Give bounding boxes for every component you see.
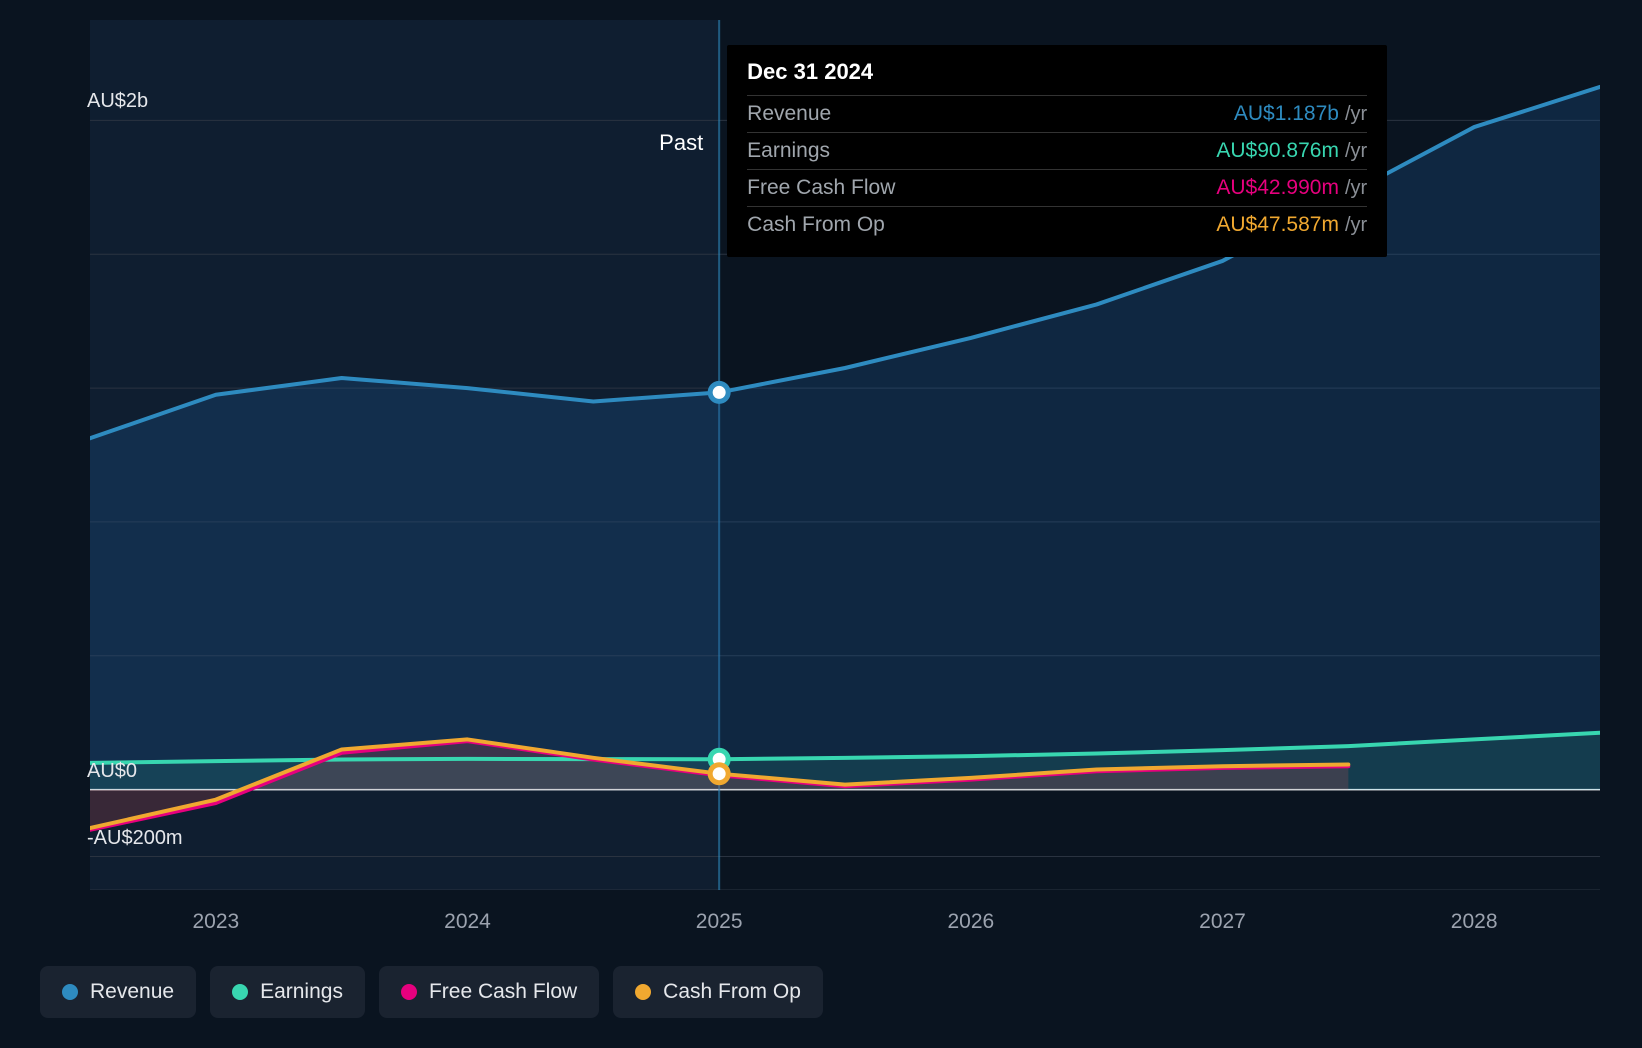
- tooltip-row-label: Revenue: [747, 102, 831, 126]
- tooltip-row-value: AU$47.587m: [1216, 213, 1339, 237]
- tooltip-row: Free Cash Flow AU$42.990m/yr: [747, 169, 1367, 206]
- legend-label: Revenue: [90, 980, 174, 1004]
- x-axis-label: 2025: [696, 910, 743, 934]
- x-axis-label: 2026: [947, 910, 994, 934]
- chart-legend: Revenue Earnings Free Cash Flow Cash From O…: [40, 966, 823, 1018]
- x-axis-label: 2028: [1451, 910, 1498, 934]
- tooltip-title: Dec 31 2024: [747, 59, 1367, 95]
- tooltip-row-unit: /yr: [1345, 214, 1367, 237]
- tooltip-row-unit: /yr: [1345, 103, 1367, 126]
- x-axis-label: 2023: [192, 910, 239, 934]
- tooltip-row-label: Cash From Op: [747, 213, 885, 237]
- legend-item-earnings[interactable]: Earnings: [210, 966, 365, 1018]
- tooltip-row-unit: /yr: [1345, 140, 1367, 163]
- y-axis-label: AU$0: [87, 760, 137, 783]
- legend-dot-icon: [635, 984, 651, 1000]
- legend-label: Free Cash Flow: [429, 980, 577, 1004]
- legend-dot-icon: [401, 984, 417, 1000]
- tooltip-row: Cash From Op AU$47.587m/yr: [747, 206, 1367, 243]
- tooltip-row-value: AU$42.990m: [1216, 176, 1339, 200]
- tooltip-row: Revenue AU$1.187b/yr: [747, 95, 1367, 132]
- legend-item-cfo[interactable]: Cash From Op: [613, 966, 823, 1018]
- legend-label: Earnings: [260, 980, 343, 1004]
- legend-dot-icon: [232, 984, 248, 1000]
- legend-label: Cash From Op: [663, 980, 801, 1004]
- past-region-label: Past: [659, 130, 703, 156]
- legend-item-fcf[interactable]: Free Cash Flow: [379, 966, 599, 1018]
- tooltip-row-unit: /yr: [1345, 177, 1367, 200]
- x-axis-label: 2024: [444, 910, 491, 934]
- tooltip-row-value: AU$1.187b: [1234, 102, 1339, 126]
- y-axis-label: -AU$200m: [87, 827, 183, 850]
- legend-dot-icon: [62, 984, 78, 1000]
- y-axis-label: AU$2b: [87, 90, 148, 113]
- tooltip-row-value: AU$90.876m: [1216, 139, 1339, 163]
- chart-tooltip: Dec 31 2024 Revenue AU$1.187b/yr Earnings AU…: [727, 45, 1387, 257]
- x-axis-label: 2027: [1199, 910, 1246, 934]
- financial-chart[interactable]: AU$2bAU$0-AU$200m20232024202520262027202…: [40, 20, 1600, 910]
- tooltip-row-label: Free Cash Flow: [747, 176, 895, 200]
- tooltip-row: Earnings AU$90.876m/yr: [747, 132, 1367, 169]
- tooltip-row-label: Earnings: [747, 139, 830, 163]
- legend-item-revenue[interactable]: Revenue: [40, 966, 196, 1018]
